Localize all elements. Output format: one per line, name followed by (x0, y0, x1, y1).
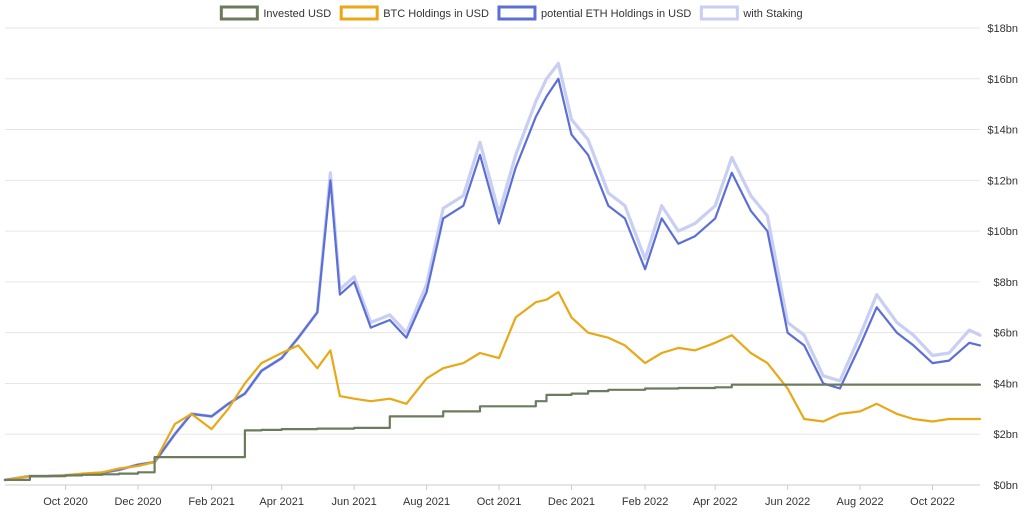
x-tick-label: Jun 2021 (332, 496, 377, 508)
x-tick-label: Jun 2022 (765, 496, 810, 508)
legend[interactable]: Invested USD BTC Holdings in USD potential… (219, 5, 803, 21)
legend-item[interactable]: potential ETH Holdings in USD (497, 5, 691, 21)
y-tick-label: $8bn (994, 277, 1018, 289)
y-tick-label: $14bn (987, 125, 1018, 137)
x-tick-label: Feb 2021 (188, 496, 234, 508)
y-tick-label: $18bn (987, 23, 1018, 35)
legend-swatch (699, 5, 739, 21)
y-tick-label: $0bn (994, 480, 1018, 492)
y-tick-label: $2bn (994, 429, 1018, 441)
series-line-btc-holdings-in-usd (3, 290, 982, 481)
x-tick-label: Oct 2022 (910, 496, 955, 508)
legend-swatch (219, 5, 259, 21)
legend-item[interactable]: BTC Holdings in USD (339, 5, 489, 21)
legend-label: potential ETH Holdings in USD (541, 8, 691, 20)
x-tick-label: Oct 2020 (43, 496, 88, 508)
legend-label: BTC Holdings in USD (383, 8, 489, 20)
y-tick-label: $4bn (994, 378, 1018, 390)
legend-label: Invested USD (263, 8, 331, 20)
y-axis: $0bn $2bn $4bn $6bn $8bn $10bn $12bn $14bn $16bn… (987, 23, 1018, 492)
gridlines (5, 27, 980, 486)
y-tick-label: $12bn (987, 175, 1018, 187)
x-tick-label: Apr 2021 (259, 496, 304, 508)
x-tick-label: Aug 2021 (403, 496, 450, 508)
y-tick-label: $6bn (994, 328, 1018, 340)
series-line-invested-usd (3, 383, 982, 481)
legend-item[interactable]: Invested USD (219, 5, 331, 21)
legend-label: with Staking (742, 8, 802, 20)
series-layer (3, 61, 982, 482)
x-tick-label: Aug 2022 (837, 496, 884, 508)
y-tick-label: $16bn (987, 74, 1018, 86)
x-axis: Oct 2020 Dec 2020 Feb 2021 Apr 2021 Jun 2021… (5, 484, 980, 508)
y-tick-label: $10bn (987, 226, 1018, 238)
x-tick-label: Feb 2022 (622, 496, 668, 508)
legend-item[interactable]: with Staking (699, 5, 803, 21)
legend-swatch (339, 5, 379, 21)
legend-swatch (497, 5, 537, 21)
series-line-potential-eth-holdings-in-usd (3, 77, 982, 481)
x-tick-label: Dec 2020 (114, 496, 161, 508)
x-tick-label: Dec 2021 (548, 496, 595, 508)
x-tick-label: Oct 2021 (477, 496, 522, 508)
x-tick-label: Apr 2022 (693, 496, 738, 508)
